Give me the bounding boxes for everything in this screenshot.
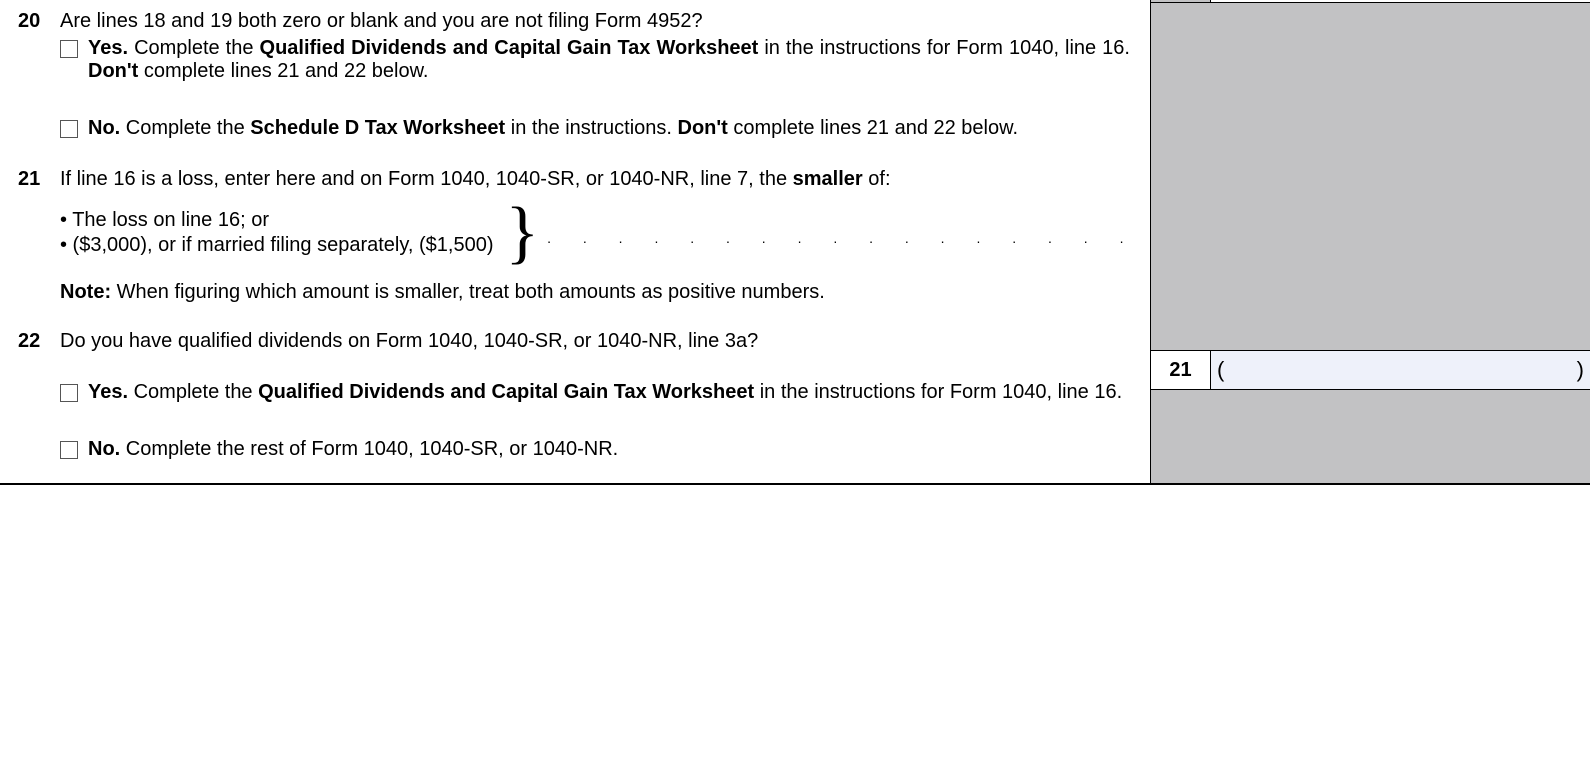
line-20: 20 Are lines 18 and 19 both zero or blan…	[0, 10, 1150, 140]
yes-label: Yes.	[88, 381, 128, 403]
leader-dots: . . . . . . . . . . . . . . . . .	[547, 220, 1130, 246]
line-22-no-text: No. Complete the rest of Form 1040, 1040…	[88, 438, 1130, 461]
t: in the instructions for Form 1040, line …	[754, 381, 1122, 403]
line-21: 21 If line 16 is a loss, enter here and …	[0, 168, 1150, 324]
line-22-yes-text: Yes. Complete the Qualified Dividends an…	[88, 381, 1130, 404]
t: Complete the rest of Form 1040, 1040-SR,…	[120, 438, 618, 460]
curly-brace-icon: }	[506, 203, 540, 263]
close-paren: )	[1577, 357, 1584, 383]
amount-col-grey-lower	[1151, 390, 1590, 483]
line-20-question: Are lines 18 and 19 both zero or blank a…	[60, 10, 1130, 33]
bullet-1: • The loss on line 16; or	[60, 209, 494, 232]
line-21-number: 21	[0, 168, 60, 324]
t: complete lines 21 and 22 below.	[138, 60, 428, 82]
line-20-body: Are lines 18 and 19 both zero or blank a…	[60, 10, 1150, 140]
yes-label: Yes.	[88, 37, 128, 59]
line-22: 22 Do you have qualified dividends on Fo…	[0, 330, 1150, 461]
spacer	[60, 414, 1130, 436]
line-20-number: 20	[0, 10, 60, 140]
line-20-yes-text: Yes. Complete the Qualified Dividends an…	[88, 37, 1130, 83]
t: Complete the	[120, 117, 250, 139]
line-20-yes-checkbox[interactable]	[60, 40, 78, 58]
line-20-yes-row: Yes. Complete the Qualified Dividends an…	[60, 37, 1130, 83]
t: smaller	[793, 168, 863, 190]
open-paren: (	[1217, 357, 1224, 383]
line-20-no-row: No. Complete the Schedule D Tax Workshee…	[60, 117, 1130, 140]
line-22-yes-row: Yes. Complete the Qualified Dividends an…	[60, 381, 1130, 404]
line-22-no-checkbox[interactable]	[60, 441, 78, 459]
line-22-question: Do you have qualified dividends on Form …	[60, 330, 1130, 353]
t: Qualified Dividends and Capital Gain Tax…	[260, 37, 759, 59]
spacer	[60, 93, 1130, 115]
note-label: Note:	[60, 281, 111, 303]
line-21-box-number: 21	[1151, 351, 1211, 389]
t: of:	[863, 168, 891, 190]
left-column: 20 Are lines 18 and 19 both zero or blan…	[0, 0, 1150, 483]
amount-col-grey-upper	[1151, 3, 1590, 350]
t: complete lines 21 and 22 below.	[728, 117, 1018, 139]
line-20-no-checkbox[interactable]	[60, 120, 78, 138]
spacer	[60, 357, 1130, 379]
t: Schedule D Tax Worksheet	[250, 117, 505, 139]
bullet-2: • ($3,000), or if married filing separat…	[60, 234, 494, 257]
t: Don't	[678, 117, 728, 139]
t: If line 16 is a loss, enter here and on …	[60, 168, 793, 190]
line-21-amount-input[interactable]: ( )	[1211, 351, 1590, 389]
t: in the instructions for Form 1040, line …	[758, 37, 1130, 59]
line-22-yes-checkbox[interactable]	[60, 384, 78, 402]
line-22-body: Do you have qualified dividends on Form …	[60, 330, 1150, 461]
line-21-amount-row: 21 ( )	[1151, 350, 1590, 390]
t: Complete the	[128, 381, 258, 403]
t: When figuring which amount is smaller, t…	[111, 281, 825, 303]
line-21-body: If line 16 is a loss, enter here and on …	[60, 168, 1150, 324]
t: Qualified Dividends and Capital Gain Tax…	[258, 381, 754, 403]
line-22-no-row: No. Complete the rest of Form 1040, 1040…	[60, 438, 1130, 461]
no-label: No.	[88, 438, 120, 460]
line-21-intro: If line 16 is a loss, enter here and on …	[60, 168, 1130, 191]
amount-column: 21 ( )	[1150, 0, 1590, 483]
form-section: 20 Are lines 18 and 19 both zero or blan…	[0, 0, 1590, 485]
t: in the instructions.	[505, 117, 677, 139]
no-label: No.	[88, 117, 120, 139]
t: Don't	[88, 60, 138, 82]
line-21-note: Note: When figuring which amount is smal…	[60, 281, 1130, 304]
t: Complete the	[128, 37, 259, 59]
spacer	[0, 146, 1150, 168]
line-22-number: 22	[0, 330, 60, 461]
bullet-list: • The loss on line 16; or • ($3,000), or…	[60, 207, 494, 259]
line-20-no-text: No. Complete the Schedule D Tax Workshee…	[88, 117, 1130, 140]
line-21-bullets: • The loss on line 16; or • ($3,000), or…	[60, 203, 1130, 263]
